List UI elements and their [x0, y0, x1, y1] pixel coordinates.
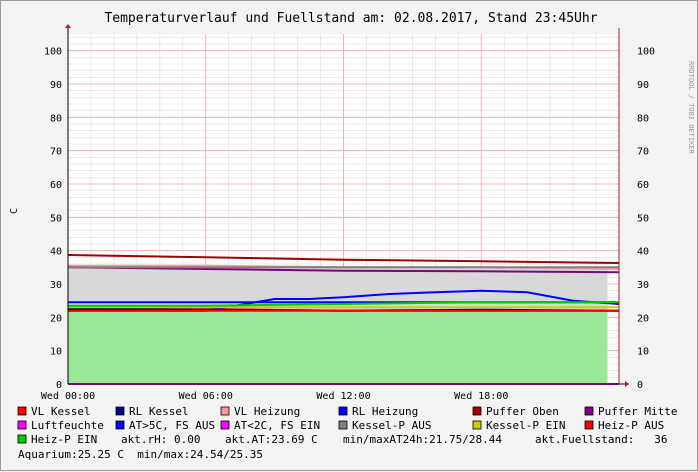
chart-title: Temperaturverlauf und Fuellstand am: 02.… — [104, 11, 597, 26]
y-tick-label-left: 60 — [50, 180, 62, 191]
y-tick-label-left: 40 — [50, 247, 62, 258]
legend-label-luftfeuchte: Luftfeuchte — [31, 419, 104, 432]
status-aquarium: Aquarium:25.25 C min/max:24.54/25.35 — [18, 448, 263, 461]
y-tick-label-right: 60 — [637, 180, 649, 191]
legend-label-puffer-mitte: Puffer Mitte — [598, 405, 677, 418]
series-line-heiz-p-ein — [68, 301, 619, 307]
x-tick-label: Wed 06:00 — [179, 391, 233, 402]
x-tick-label: Wed 12:00 — [316, 391, 370, 402]
legend-label-puffer-oben: Puffer Oben — [486, 405, 559, 418]
y-tick-label-right: 50 — [637, 213, 649, 224]
y-tick-label-left: 0 — [56, 380, 62, 391]
side-watermark: RRDTOOL / TOBI OETIKER — [687, 61, 695, 155]
y-tick-label-right: 10 — [637, 347, 649, 358]
series-line-puffer-mitte — [67, 266, 620, 274]
legend-swatch-heiz-p-ein — [17, 434, 27, 444]
y-tick-label-right: 90 — [637, 80, 649, 91]
y-tick-label-right: 30 — [637, 280, 649, 291]
legend-swatch-puffer-mitte — [584, 406, 594, 416]
y-axis-label: C — [9, 208, 20, 214]
legend-label-heiz-p-aus: Heiz-P AUS — [598, 419, 664, 432]
y-tick-label-right: 70 — [637, 147, 649, 158]
status-fuellstand: akt.Fuellstand: 36 — [535, 433, 667, 446]
legend-swatch-at-2c-fs-ein — [220, 420, 230, 430]
legend-swatch-at-5c-fs-aus — [115, 420, 125, 430]
y-tick-label-left: 70 — [50, 147, 62, 158]
y-axis-arrow — [65, 24, 71, 28]
status-at: akt.AT:23.69 C — [225, 433, 318, 446]
y-tick-label-right: 20 — [637, 313, 649, 324]
y-tick-label-left: 10 — [50, 347, 62, 358]
legend-swatch-puffer-oben — [472, 406, 482, 416]
legend-swatch-rl-heizung — [338, 406, 348, 416]
plot-series — [67, 254, 620, 385]
y-tick-label-left: 20 — [50, 313, 62, 324]
axes: 0 0 10 10 20 20 30 30 40 40 50 50 60 60 70 70 80 80 90 90 10… — [41, 24, 655, 402]
y-tick-label-right: 40 — [637, 247, 649, 258]
legend-label-vl-kessel: VL Kessel — [31, 405, 91, 418]
legend-swatch-rl-kessel — [115, 406, 125, 416]
x-tick-label: Wed 00:00 — [41, 391, 95, 402]
legend-label-kessel-p-aus: Kessel-P AUS — [352, 419, 431, 432]
legend-label-at-2c-fs-ein: AT<2C, FS EIN — [234, 419, 320, 432]
legend-label-rl-kessel: RL Kessel — [129, 405, 189, 418]
y-tick-label-left: 30 — [50, 280, 62, 291]
legend-swatch-kessel-p-ein — [472, 420, 482, 430]
y-tick-label-left: 50 — [50, 213, 62, 224]
legend: VL Kessel RL Kessel VL Heizung RL Heizung Pu… — [17, 405, 677, 432]
legend-label-vl-heizung: VL Heizung — [234, 405, 300, 418]
legend-label-kessel-p-ein: Kessel-P EIN — [486, 419, 565, 432]
series-line-puffer-oben — [67, 254, 620, 264]
x-tick-label: Wed 18:00 — [454, 391, 508, 402]
legend-swatch-vl-kessel — [17, 406, 27, 416]
legend-swatch-vl-heizung — [220, 406, 230, 416]
legend-swatch-luftfeuchte — [17, 420, 27, 430]
status-lines: Heiz-P EIN akt.rH: 0.00 akt.AT:23.69 C m… — [17, 433, 667, 461]
y-tick-label-right: 0 — [637, 380, 643, 391]
y-tick-label-left: 90 — [50, 80, 62, 91]
legend-label-at-5c-fs-aus: AT>5C, FS AUS — [129, 419, 215, 432]
legend-label-heiz-p-ein: Heiz-P EIN — [31, 433, 97, 446]
legend-swatch-kessel-p-aus — [338, 420, 348, 430]
legend-swatch-heiz-p-aus — [584, 420, 594, 430]
y-tick-label-right: 80 — [637, 113, 649, 124]
status-rh: akt.rH: 0.00 — [121, 433, 200, 446]
y-tick-label-left: 100 — [44, 47, 62, 58]
legend-label-rl-heizung: RL Heizung — [352, 405, 418, 418]
status-minmax: min/maxAT24h:21.75/28.44 — [343, 433, 502, 446]
fill-area — [68, 310, 608, 384]
y-tick-label-left: 80 — [50, 113, 62, 124]
x-axis-arrow — [625, 381, 629, 387]
y-tick-label-right: 100 — [637, 47, 655, 58]
